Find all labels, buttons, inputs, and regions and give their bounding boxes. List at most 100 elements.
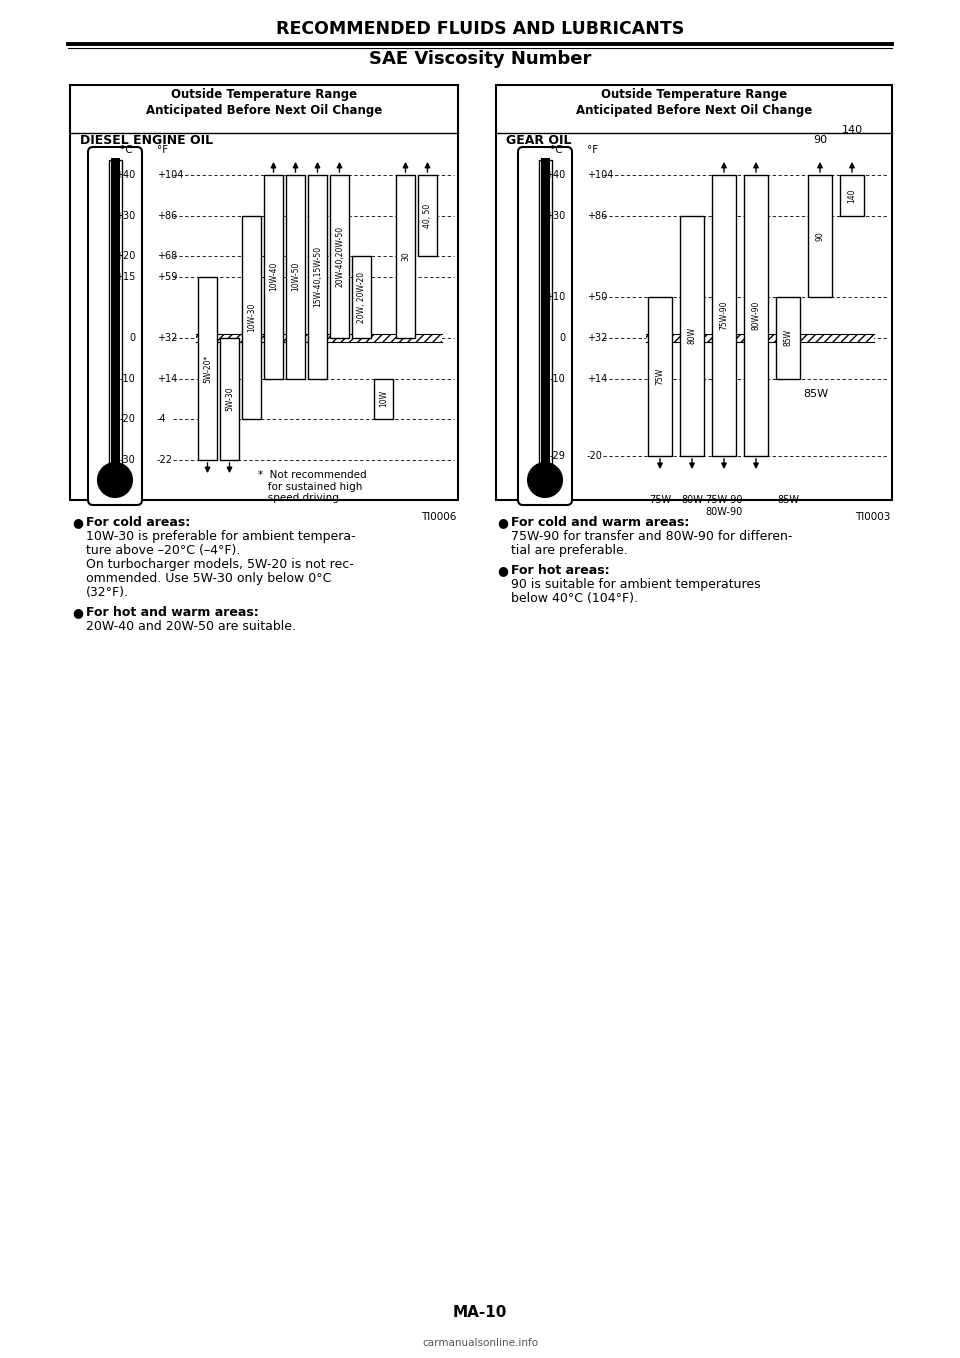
Bar	[70, 86, 458, 500]
Bar	[264, 175, 283, 379]
Bar	[540, 158, 549, 463]
Text: 20W-40,20W-50: 20W-40,20W-50	[335, 225, 344, 287]
Text: 10W-30 is preferable for ambient tempera-: 10W-30 is preferable for ambient tempera…	[86, 530, 355, 543]
Text: Outside Temperature Range: Outside Temperature Range	[601, 88, 787, 100]
Text: 40, 50: 40, 50	[423, 204, 432, 228]
Text: +10: +10	[544, 292, 565, 301]
Text: below 40°C (104°F).: below 40°C (104°F).	[511, 592, 638, 606]
Bar	[198, 277, 217, 460]
Text: ture above –20°C (–4°F).: ture above –20°C (–4°F).	[86, 545, 240, 557]
Text: 90: 90	[815, 231, 825, 240]
Bar	[286, 175, 305, 379]
Text: 90: 90	[813, 134, 828, 145]
Text: 10W: 10W	[379, 390, 388, 407]
Text: 85W: 85W	[777, 496, 799, 505]
Text: +68: +68	[157, 251, 178, 262]
Text: +32: +32	[587, 333, 608, 342]
Bar	[418, 175, 437, 257]
Bar	[196, 334, 442, 342]
Text: TI0006: TI0006	[420, 512, 456, 521]
Text: +104: +104	[157, 170, 183, 181]
Text: -22: -22	[157, 455, 173, 464]
Bar	[374, 379, 393, 420]
Bar	[108, 160, 122, 464]
Text: +86: +86	[157, 210, 178, 221]
Circle shape	[528, 463, 562, 497]
Text: +104: +104	[587, 170, 613, 181]
Text: +32: +32	[157, 333, 178, 342]
Text: 75W-90
80W-90: 75W-90 80W-90	[706, 496, 743, 516]
Text: 75W-90 for transfer and 80W-90 for differen-: 75W-90 for transfer and 80W-90 for diffe…	[511, 530, 792, 543]
Text: °F: °F	[587, 145, 598, 155]
Bar	[396, 175, 415, 338]
Text: +15: +15	[114, 272, 135, 282]
Text: 90 is suitable for ambient temperatures: 90 is suitable for ambient temperatures	[511, 579, 760, 591]
Bar	[744, 175, 768, 456]
Bar	[242, 216, 261, 420]
Text: 140: 140	[841, 125, 863, 134]
Text: *  Not recommended
   for sustained high
   speed driving: * Not recommended for sustained high spe…	[258, 470, 367, 504]
Text: 10W-50: 10W-50	[291, 262, 300, 292]
Text: For cold and warm areas:: For cold and warm areas:	[511, 516, 689, 530]
Text: +50: +50	[587, 292, 608, 301]
Text: MA-10: MA-10	[453, 1305, 507, 1320]
Text: 5W-30: 5W-30	[225, 387, 234, 411]
Bar	[496, 86, 892, 500]
Text: ●: ●	[72, 516, 83, 530]
Text: °C: °C	[550, 145, 563, 155]
Text: GEAR OIL: GEAR OIL	[506, 134, 571, 147]
Bar	[646, 334, 874, 342]
Text: Anticipated Before Next Oil Change: Anticipated Before Next Oil Change	[146, 105, 382, 117]
Bar	[330, 175, 349, 338]
Text: For hot areas:: For hot areas:	[511, 564, 610, 577]
Text: +14: +14	[587, 373, 608, 383]
Text: -20: -20	[119, 414, 135, 424]
Text: +40: +40	[115, 170, 135, 181]
Text: 0: 0	[129, 333, 135, 342]
Text: -4: -4	[157, 414, 167, 424]
Text: ●: ●	[497, 516, 508, 530]
Text: 80W: 80W	[687, 327, 697, 345]
Text: +59: +59	[157, 272, 178, 282]
Text: Outside Temperature Range: Outside Temperature Range	[171, 88, 357, 100]
Text: -29: -29	[549, 451, 565, 460]
Circle shape	[98, 463, 132, 497]
Text: Anticipated Before Next Oil Change: Anticipated Before Next Oil Change	[576, 105, 812, 117]
Text: 80W: 80W	[681, 496, 703, 505]
Text: +30: +30	[115, 210, 135, 221]
Text: -20: -20	[587, 451, 603, 460]
Text: 20W-40 and 20W-50 are suitable.: 20W-40 and 20W-50 are suitable.	[86, 621, 296, 633]
Text: °F: °F	[157, 145, 168, 155]
Text: DIESEL ENGINE OIL: DIESEL ENGINE OIL	[80, 134, 213, 147]
Bar	[110, 158, 119, 463]
Text: -10: -10	[549, 373, 565, 383]
Bar	[352, 257, 371, 338]
Text: carmanualsonline.info: carmanualsonline.info	[422, 1338, 538, 1348]
Bar	[712, 175, 736, 456]
Text: 5W-20*: 5W-20*	[203, 354, 212, 383]
Text: ●: ●	[497, 564, 508, 577]
Text: +86: +86	[587, 210, 608, 221]
Bar	[648, 297, 672, 456]
Text: 75W: 75W	[656, 368, 664, 386]
Text: ●: ●	[72, 606, 83, 619]
Text: +30: +30	[544, 210, 565, 221]
Text: On turbocharger models, 5W-20 is not rec-: On turbocharger models, 5W-20 is not rec…	[86, 558, 353, 570]
Text: 20W, 20W-20: 20W, 20W-20	[357, 272, 366, 323]
Text: 80W-90: 80W-90	[752, 300, 760, 330]
Text: TI0003: TI0003	[854, 512, 890, 521]
Text: 75W-90: 75W-90	[719, 300, 729, 330]
Text: 10W-40: 10W-40	[269, 262, 278, 292]
Text: +14: +14	[157, 373, 178, 383]
Bar	[220, 338, 239, 460]
Text: For cold areas:: For cold areas:	[86, 516, 190, 530]
Text: tial are preferable.: tial are preferable.	[511, 545, 628, 557]
Text: +40: +40	[544, 170, 565, 181]
Bar	[840, 175, 864, 216]
Text: -30: -30	[119, 455, 135, 464]
Text: 75W: 75W	[649, 496, 671, 505]
Bar	[808, 175, 832, 297]
Text: 85W: 85W	[783, 329, 793, 346]
Text: RECOMMENDED FLUIDS AND LUBRICANTS: RECOMMENDED FLUIDS AND LUBRICANTS	[276, 20, 684, 38]
Text: ommended. Use 5W-30 only below 0°C: ommended. Use 5W-30 only below 0°C	[86, 572, 331, 585]
